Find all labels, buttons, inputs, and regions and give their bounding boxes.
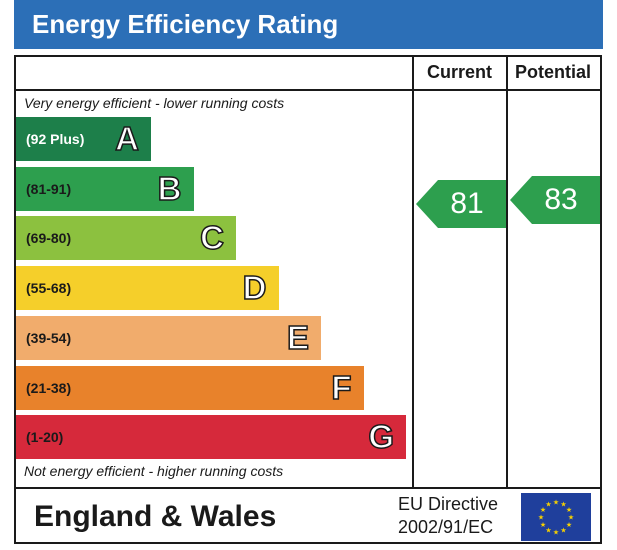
eu-star-icon: ★ — [553, 499, 559, 507]
eu-star-icon: ★ — [540, 521, 546, 529]
band-range-label: (69-80) — [26, 230, 72, 247]
page-title: Energy Efficiency Rating — [32, 9, 339, 39]
band-letter: C — [199, 219, 224, 258]
header-bar: Energy Efficiency Rating — [14, 0, 603, 49]
band-letter: D — [242, 268, 267, 307]
directive-line-1: EU Directive — [398, 494, 499, 514]
potential-rating-indicator — [510, 176, 600, 224]
band-letter: F — [331, 368, 353, 407]
eu-flag-background — [521, 493, 591, 541]
band-g: (1-20) G — [16, 415, 406, 460]
rating-table — [14, 55, 602, 544]
band-letter: E — [286, 318, 310, 357]
column-divider-right — [506, 55, 508, 489]
band-a: (92 Plus) A — [16, 117, 151, 161]
directive-line-2: 2002/91/EC — [398, 517, 494, 537]
eu-star-icon: ★ — [545, 501, 551, 509]
band-e: (39-54) E — [16, 315, 321, 360]
band-letter: B — [157, 169, 182, 208]
band-letter: G — [368, 417, 395, 456]
footer-row-divider — [14, 487, 602, 489]
band-range-label: (55-68) — [26, 280, 72, 297]
band-f: (21-38) F — [16, 365, 364, 410]
band-range-label: (81-91) — [26, 180, 72, 197]
column-divider-left — [412, 55, 414, 489]
current-rating-arrow — [416, 180, 506, 228]
potential-rating-label: 83 — [510, 176, 600, 224]
efficient-note: Very energy efficient - lower running co… — [24, 95, 285, 111]
band-range-label: (1-20) — [26, 429, 64, 446]
potential-rating-arrow — [510, 176, 600, 224]
potential-rating-value: 83 — [544, 183, 578, 216]
band-range-label: (92 Plus) — [26, 131, 85, 147]
inefficient-note: Not energy efficient - higher running co… — [24, 463, 284, 479]
eu-star-icon: ★ — [553, 529, 559, 537]
band-range-label: (21-38) — [26, 379, 72, 396]
eu-star-icon: ★ — [566, 521, 572, 529]
eu-star-icon: ★ — [538, 514, 544, 522]
current-rating-label: 81 — [416, 180, 506, 228]
eu-star-icon: ★ — [560, 501, 566, 509]
header-row-divider — [14, 89, 602, 91]
band-b: (81-91) B — [16, 166, 194, 211]
country-label: England & Wales — [34, 500, 277, 533]
current-rating-value: 81 — [450, 187, 484, 220]
eu-star-icon: ★ — [566, 506, 572, 514]
band-d: (55-68) D — [16, 266, 279, 311]
eu-star-icon: ★ — [540, 506, 546, 514]
band-c: (69-80) C — [16, 216, 236, 261]
current-rating-indicator — [416, 180, 506, 228]
band-range-label: (39-54) — [26, 329, 72, 346]
current-column-header: Current — [427, 62, 493, 82]
eu-flag-icon: ★ ★★★★★★★★★★★ — [521, 493, 591, 541]
band-letter: A — [114, 119, 139, 158]
eu-star-icon: ★ — [545, 527, 551, 535]
eu-star-icon: ★ — [560, 527, 566, 535]
eu-star-icon: ★ — [568, 514, 574, 522]
potential-column-header: Potential — [515, 62, 592, 82]
